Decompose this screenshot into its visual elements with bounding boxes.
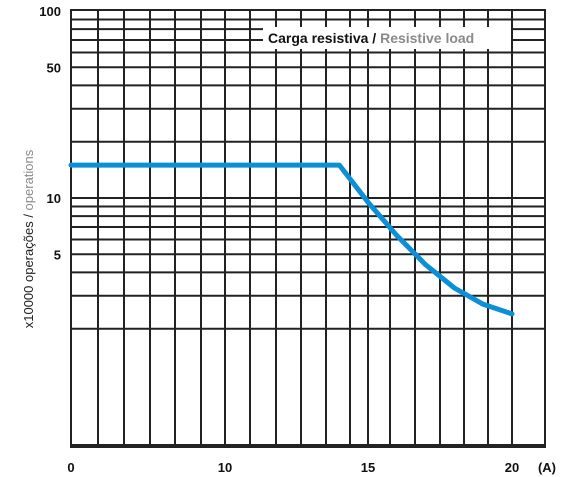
plot-frame	[70, 9, 546, 448]
y-tick-labels: 100 50 10 5	[39, 4, 61, 262]
y-tick-label: 10	[47, 191, 61, 206]
x-tick-label: 10	[218, 460, 232, 475]
series-line	[68, 162, 515, 317]
y-tick-label: 100	[39, 4, 61, 19]
ylabel-separator: /	[21, 210, 36, 221]
title-separator: /	[368, 30, 380, 46]
x-tick-label: 15	[361, 460, 375, 475]
y-tick-label: 50	[47, 60, 61, 75]
x-tick-label: 20	[505, 460, 519, 475]
ylabel-secondary: operations	[21, 149, 36, 210]
x-tick-labels: 0 10 15 20	[67, 460, 519, 475]
grid	[71, 10, 545, 447]
y-tick-label: 5	[54, 247, 61, 262]
title-background	[263, 27, 511, 49]
y-axis-label: x10000 operações / operations	[21, 149, 36, 328]
chart-title: Carga resistiva / Resistive load	[268, 30, 474, 46]
x-unit-label: (A)	[538, 460, 556, 475]
ylabel-primary: x10000 operações	[21, 221, 36, 328]
x-tick-label: 0	[67, 460, 74, 475]
title-primary: Carga resistiva	[268, 30, 369, 46]
title-secondary: Resistive load	[380, 30, 474, 46]
